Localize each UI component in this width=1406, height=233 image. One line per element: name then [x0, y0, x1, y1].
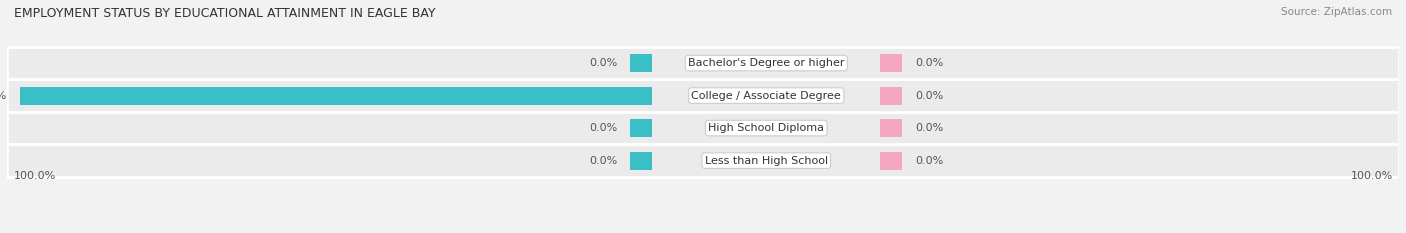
- Text: 0.0%: 0.0%: [589, 58, 617, 68]
- Text: 0.0%: 0.0%: [915, 58, 943, 68]
- Bar: [630, 119, 652, 137]
- Text: 0.0%: 0.0%: [589, 156, 617, 166]
- Text: 100.0%: 100.0%: [0, 91, 7, 101]
- Text: Less than High School: Less than High School: [704, 156, 828, 166]
- Text: 0.0%: 0.0%: [915, 91, 943, 101]
- Bar: [7, 79, 1399, 112]
- Legend: In Labor Force, Unemployed: In Labor Force, Unemployed: [593, 230, 813, 233]
- Bar: [630, 54, 652, 72]
- Bar: [7, 112, 1399, 144]
- Bar: [880, 119, 903, 137]
- Text: 0.0%: 0.0%: [915, 123, 943, 133]
- Text: EMPLOYMENT STATUS BY EDUCATIONAL ATTAINMENT IN EAGLE BAY: EMPLOYMENT STATUS BY EDUCATIONAL ATTAINM…: [14, 7, 436, 20]
- Bar: [7, 144, 1399, 177]
- Text: 100.0%: 100.0%: [13, 171, 56, 181]
- Bar: [880, 87, 903, 105]
- Bar: [20, 87, 652, 105]
- Text: Source: ZipAtlas.com: Source: ZipAtlas.com: [1281, 7, 1392, 17]
- Bar: [880, 152, 903, 170]
- Bar: [7, 47, 1399, 79]
- Bar: [630, 152, 652, 170]
- Text: Bachelor's Degree or higher: Bachelor's Degree or higher: [688, 58, 845, 68]
- Text: College / Associate Degree: College / Associate Degree: [692, 91, 841, 101]
- Text: High School Diploma: High School Diploma: [709, 123, 824, 133]
- Text: 0.0%: 0.0%: [915, 156, 943, 166]
- Text: 0.0%: 0.0%: [589, 123, 617, 133]
- Text: 100.0%: 100.0%: [1350, 171, 1392, 181]
- Bar: [880, 54, 903, 72]
